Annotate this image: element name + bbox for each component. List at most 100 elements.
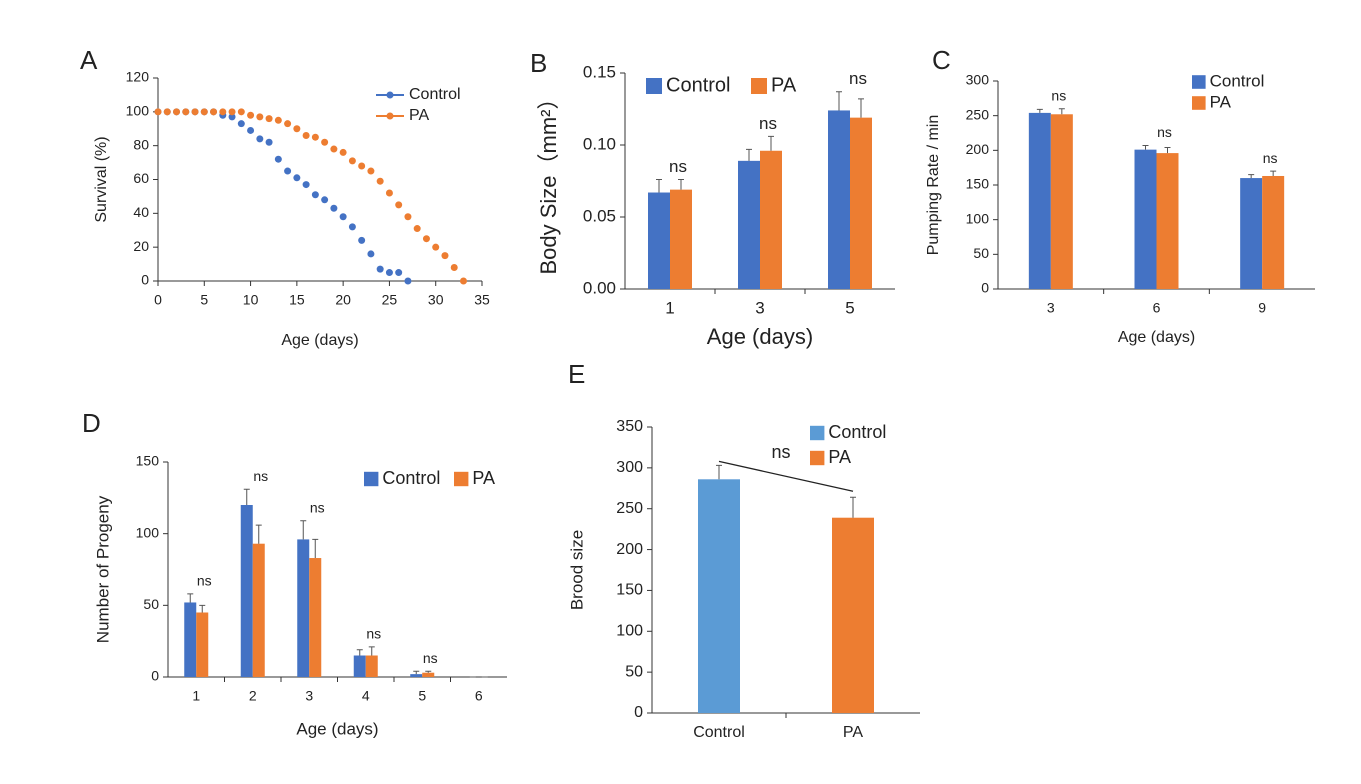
point <box>200 108 208 116</box>
point <box>284 167 292 175</box>
error-bar <box>187 593 194 603</box>
legend-swatch <box>646 78 662 94</box>
bar <box>184 602 197 677</box>
y-tick-label: 350 <box>616 418 643 435</box>
error-bar <box>425 670 432 673</box>
point <box>274 155 282 163</box>
point <box>441 252 449 260</box>
point <box>339 148 347 156</box>
x-tick-label: 6 <box>1153 300 1161 316</box>
panel-label: A <box>80 45 98 75</box>
bar <box>1050 114 1073 289</box>
point <box>154 108 162 116</box>
bar <box>1156 153 1179 289</box>
point <box>210 108 218 116</box>
point <box>395 201 403 209</box>
x-tick-label: 5 <box>418 688 426 704</box>
y-tick-label: 0 <box>634 704 643 721</box>
x-tick-label: 3 <box>755 298 764 317</box>
legend-swatch <box>751 78 767 94</box>
y-tick-label: 100 <box>616 623 643 640</box>
annotation: ns <box>366 626 381 642</box>
error-bar <box>199 604 206 613</box>
panel-label: C <box>932 45 951 75</box>
x-tick-label: 9 <box>1258 300 1266 316</box>
x-tick-label: Control <box>693 724 745 741</box>
annotation: ns <box>771 442 790 462</box>
legend-swatch <box>364 471 379 487</box>
bar <box>353 655 366 677</box>
bar <box>850 117 872 289</box>
y-tick-label: 150 <box>966 176 990 192</box>
y-tick-label: 0 <box>141 272 149 288</box>
point <box>293 125 301 133</box>
point <box>395 269 403 277</box>
point <box>385 189 393 197</box>
y-tick-label: 0.05 <box>583 206 616 225</box>
annotation: ns <box>253 468 268 484</box>
error-bar <box>1036 108 1043 113</box>
point <box>256 135 264 143</box>
error-bar <box>1142 144 1149 150</box>
point <box>265 138 273 146</box>
legend-label: PA <box>771 74 797 96</box>
legend-swatch <box>810 450 825 466</box>
x-axis-label: Age (days) <box>707 324 813 349</box>
point <box>247 111 255 119</box>
legend-marker <box>386 91 394 99</box>
point <box>404 277 412 285</box>
error-bar <box>1270 170 1277 176</box>
y-tick-label: 50 <box>625 663 643 680</box>
y-tick-label: 300 <box>966 72 990 88</box>
point <box>358 162 366 170</box>
y-tick-label: 100 <box>966 210 990 226</box>
error-bar <box>312 538 319 559</box>
y-axis-label: Pumping Rate / min <box>925 115 942 256</box>
x-tick-label: 5 <box>845 298 854 317</box>
y-tick-label: 100 <box>136 524 160 540</box>
y-tick-label: 0 <box>981 280 989 296</box>
y-tick-label: 250 <box>616 500 643 517</box>
x-tick-label: PA <box>843 724 863 741</box>
bar <box>832 517 874 713</box>
bar <box>196 612 209 677</box>
x-tick-label: 3 <box>1047 300 1055 316</box>
error-bar <box>656 179 662 193</box>
point <box>191 108 199 116</box>
y-tick-label: 150 <box>136 453 160 469</box>
annotation: ns <box>310 499 325 515</box>
annotation: ns <box>849 69 867 88</box>
error-bar <box>413 670 420 675</box>
x-tick-label: 20 <box>335 292 351 308</box>
x-tick-label: 6 <box>475 688 483 704</box>
y-axis-label: Brood size <box>567 530 586 610</box>
error-bar <box>243 488 250 505</box>
y-tick-label: 20 <box>133 238 149 254</box>
point <box>358 236 366 244</box>
y-tick-label: 200 <box>966 141 990 157</box>
legend-label: PA <box>1210 92 1232 111</box>
bar <box>828 110 850 289</box>
error-bar <box>746 148 752 161</box>
point <box>284 120 292 128</box>
bar <box>410 674 423 677</box>
error-bar <box>1248 174 1255 179</box>
point <box>173 108 181 116</box>
x-tick-label: 10 <box>243 292 259 308</box>
x-tick-label: 0 <box>154 292 162 308</box>
y-tick-label: 100 <box>126 103 150 119</box>
point <box>182 108 190 116</box>
annotation: ns <box>1051 87 1066 103</box>
point <box>293 174 301 182</box>
point <box>348 157 356 165</box>
bar <box>252 543 265 677</box>
point <box>302 132 310 140</box>
y-tick-label: 0 <box>151 668 159 684</box>
y-tick-label: 0.00 <box>583 278 616 297</box>
y-tick-label: 0.10 <box>583 134 616 153</box>
x-axis-label: Age (days) <box>1118 329 1195 346</box>
x-tick-label: 35 <box>474 292 490 308</box>
point <box>237 120 245 128</box>
bar <box>422 672 435 677</box>
